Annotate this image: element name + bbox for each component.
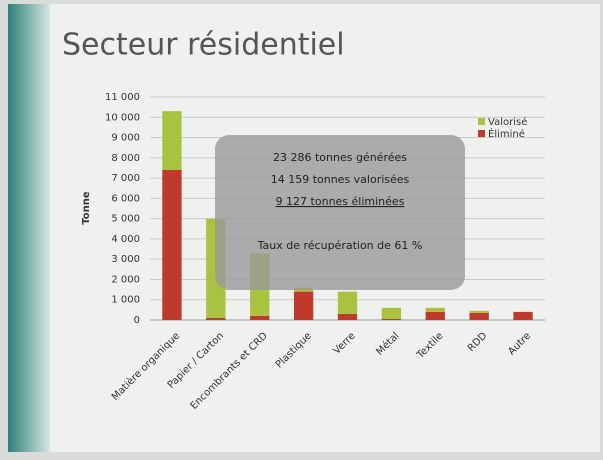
bar-segment (338, 314, 357, 320)
y-tick-label: 3 000 (111, 254, 140, 265)
y-tick-label: 4 000 (111, 234, 140, 245)
annotation: 23 286 tonnes générées (273, 151, 407, 164)
bar-segment (294, 292, 313, 320)
y-tick-label: 9 000 (111, 133, 140, 144)
bar-segment (426, 308, 445, 312)
slide-decoration (8, 4, 50, 452)
page: Secteur résidentiel Tonne 0 1 000 2 000 3 0… (0, 0, 603, 456)
y-tick-label: 0 (134, 315, 140, 326)
y-tick-label: 8 000 (111, 153, 140, 164)
bar-segment (338, 292, 357, 314)
y-tick-label: 6 000 (111, 193, 140, 204)
legend-label: Valorisé (488, 116, 527, 128)
y-tick-label: 11 000 (105, 92, 140, 103)
bar-segment (382, 308, 401, 319)
bar-segment (426, 312, 445, 320)
y-tick-label: 2 000 (111, 274, 140, 285)
legend-swatch (478, 130, 485, 137)
y-tick-label: 7 000 (111, 173, 140, 184)
legend-swatch (478, 118, 485, 125)
bar-segment (162, 170, 181, 320)
bar-segment (206, 318, 225, 320)
y-tick-label: 5 000 (111, 214, 140, 225)
annotation: 9 127 tonnes éliminées (276, 195, 405, 208)
y-tick-label: 1 000 (111, 295, 140, 306)
bar-segment (162, 111, 181, 170)
bar-segment (470, 311, 489, 313)
bar-segment (382, 319, 401, 320)
legend-label: Éliminé (488, 127, 525, 140)
annotation: Taux de récupération de 61 % (257, 239, 423, 252)
bar-segment (470, 313, 489, 320)
chart-title: Secteur résidentiel (62, 28, 345, 63)
chart: Secteur résidentiel Tonne 0 1 000 2 000 3 0… (0, 0, 603, 456)
bar-segment (513, 312, 532, 320)
y-tick-label: 10 000 (105, 112, 140, 123)
y-axis-label: Tonne (81, 191, 92, 225)
bar-segment (250, 316, 269, 320)
annotation: 14 159 tonnes valorisées (271, 173, 410, 186)
